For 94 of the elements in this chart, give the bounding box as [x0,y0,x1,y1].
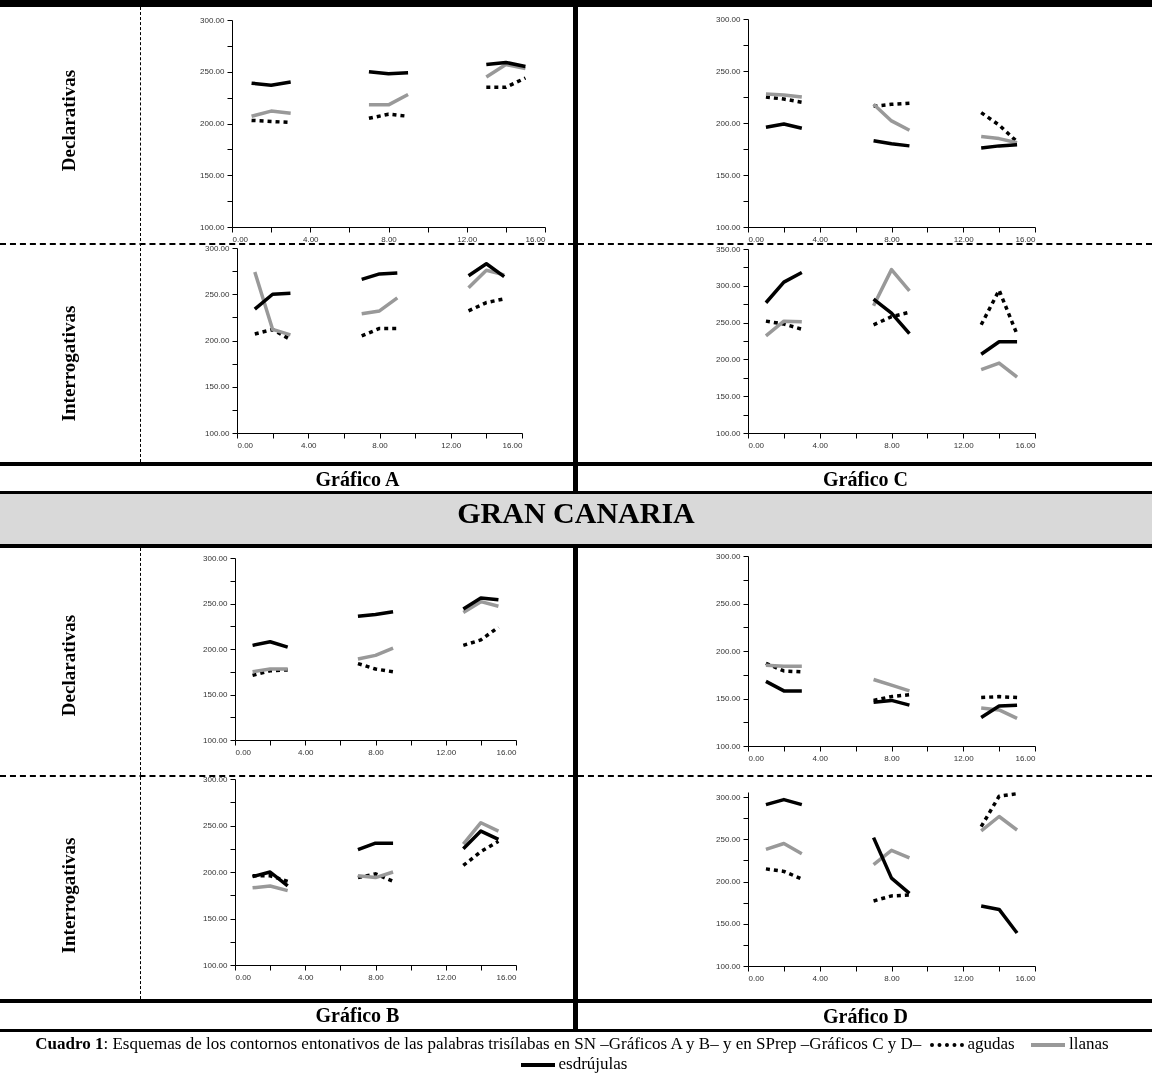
y-axis-title: Interrogativas [57,837,79,954]
x-axis-title: Gráfico C [823,467,908,490]
y-tick-label: 300.00 [716,14,742,24]
y-tick-label: 200.00 [200,119,226,128]
y-axis-title: Interrogativas [57,305,79,422]
x-tick-label: 4.00 [297,747,315,757]
x-tick-label: 8.00 [372,440,389,450]
x-tick-label: 12.00 [436,972,457,982]
x-tick-label: 0.00 [235,972,252,982]
y-tick-label: 200.00 [716,877,742,887]
x-tick-label: 0.00 [237,440,254,450]
y-tick-label: 100.00 [203,735,229,745]
y-tick-label: 300.00 [716,281,742,291]
y-tick-label: 200.00 [716,118,742,128]
y-tick-label: 100.00 [716,741,742,751]
x-tick-label: 0.00 [748,234,765,244]
x-tick-label: 4.00 [812,234,829,244]
y-tick-label: 100.00 [716,961,742,971]
y-tick-label: 250.00 [716,599,742,608]
x-tick-label: 4.00 [302,234,320,244]
y-tick-label: 100.00 [716,428,742,438]
x-tick-label: 12.00 [953,973,975,983]
y-tick-label: 100.00 [200,222,226,232]
x-tick-label: 16.00 [496,747,518,757]
x-tick-label: 0.00 [235,747,252,757]
y-axis-title: Declarativas [57,614,79,717]
y-tick-label: 100.00 [203,960,229,970]
x-tick-label: 8.00 [381,234,398,244]
y-tick-label: 150.00 [716,694,742,703]
y-tick-label: 300.00 [203,774,229,784]
y-tick-label: 150.00 [716,170,742,180]
y-tick-label: 150.00 [200,170,226,180]
y-tick-label: 200.00 [203,644,229,654]
y-tick-label: 150.00 [205,382,231,392]
x-axis-title: Gráfico A [315,467,400,490]
x-tick-label: 4.00 [297,972,315,982]
y-tick-label: 150.00 [203,690,229,699]
x-tick-label: 16.00 [525,234,547,244]
x-tick-label: 16.00 [502,440,524,450]
y-tick-label: 100.00 [716,222,742,232]
x-tick-label: 12.00 [457,234,478,244]
x-tick-label: 0.00 [748,973,765,983]
x-tick-label: 4.00 [812,973,829,983]
x-axis-title: Gráfico B [315,1003,400,1026]
x-tick-label: 8.00 [884,440,901,450]
y-tick-label: 250.00 [203,821,229,830]
y-tick-label: 200.00 [203,867,229,877]
x-tick-label: 12.00 [436,747,457,757]
x-tick-label: 8.00 [368,972,385,982]
x-tick-label: 16.00 [1015,234,1037,244]
legend-label: llanas [1069,1034,1109,1053]
y-tick-label: 300.00 [200,15,226,25]
y-tick-label: 250.00 [205,289,231,299]
y-tick-label: 300.00 [716,792,742,802]
legend-label: esdrújulas [558,1054,628,1073]
x-tick-label: 8.00 [884,973,901,983]
y-tick-label: 250.00 [716,834,742,844]
y-tick-label: 150.00 [716,919,742,929]
x-tick-label: 4.00 [300,440,318,450]
y-tick-label: 200.00 [716,354,742,364]
y-tick-label: 100.00 [205,428,231,438]
x-tick-label: 4.00 [812,753,829,763]
y-tick-label: 250.00 [716,66,742,76]
y-tick-label: 200.00 [716,646,742,656]
x-tick-label: 4.00 [812,440,829,450]
y-tick-label: 200.00 [205,336,231,345]
y-tick-label: 300.00 [205,243,231,253]
x-tick-label: 16.00 [496,972,518,982]
x-tick-label: 16.00 [1015,440,1037,450]
x-tick-label: 0.00 [748,440,765,450]
y-tick-label: 150.00 [716,391,742,401]
legend-label: agudas [967,1034,1015,1053]
x-tick-label: 12.00 [441,440,462,450]
x-tick-label: 8.00 [884,234,901,244]
y-tick-label: 250.00 [716,318,742,328]
text: Cuadro 1: Esquemas de los contornos entonativos de las palabras trisílabas en SN –Gráficos A y B– y en SPrep –Gráficos C y D– [35,1034,922,1053]
x-tick-label: 8.00 [368,747,385,757]
x-axis-title: Gráfico D [823,1004,908,1027]
y-axis-title: Declarativas [57,69,79,172]
y-tick-label: 300.00 [716,551,742,561]
y-tick-label: 300.00 [203,553,229,563]
x-tick-label: 8.00 [884,753,901,763]
y-tick-label: 250.00 [200,67,226,77]
text: GRAN CANARIA [456,496,696,530]
x-tick-label: 0.00 [748,753,765,763]
x-tick-label: 12.00 [953,234,975,244]
y-tick-label: 250.00 [203,599,229,608]
y-tick-label: 150.00 [203,914,229,923]
x-tick-label: 12.00 [953,440,975,450]
x-tick-label: 12.00 [953,753,975,763]
x-tick-label: 16.00 [1015,753,1037,763]
x-tick-label: 16.00 [1015,973,1037,983]
x-tick-label: 0.00 [232,234,249,244]
y-tick-label: 350.00 [716,244,742,254]
